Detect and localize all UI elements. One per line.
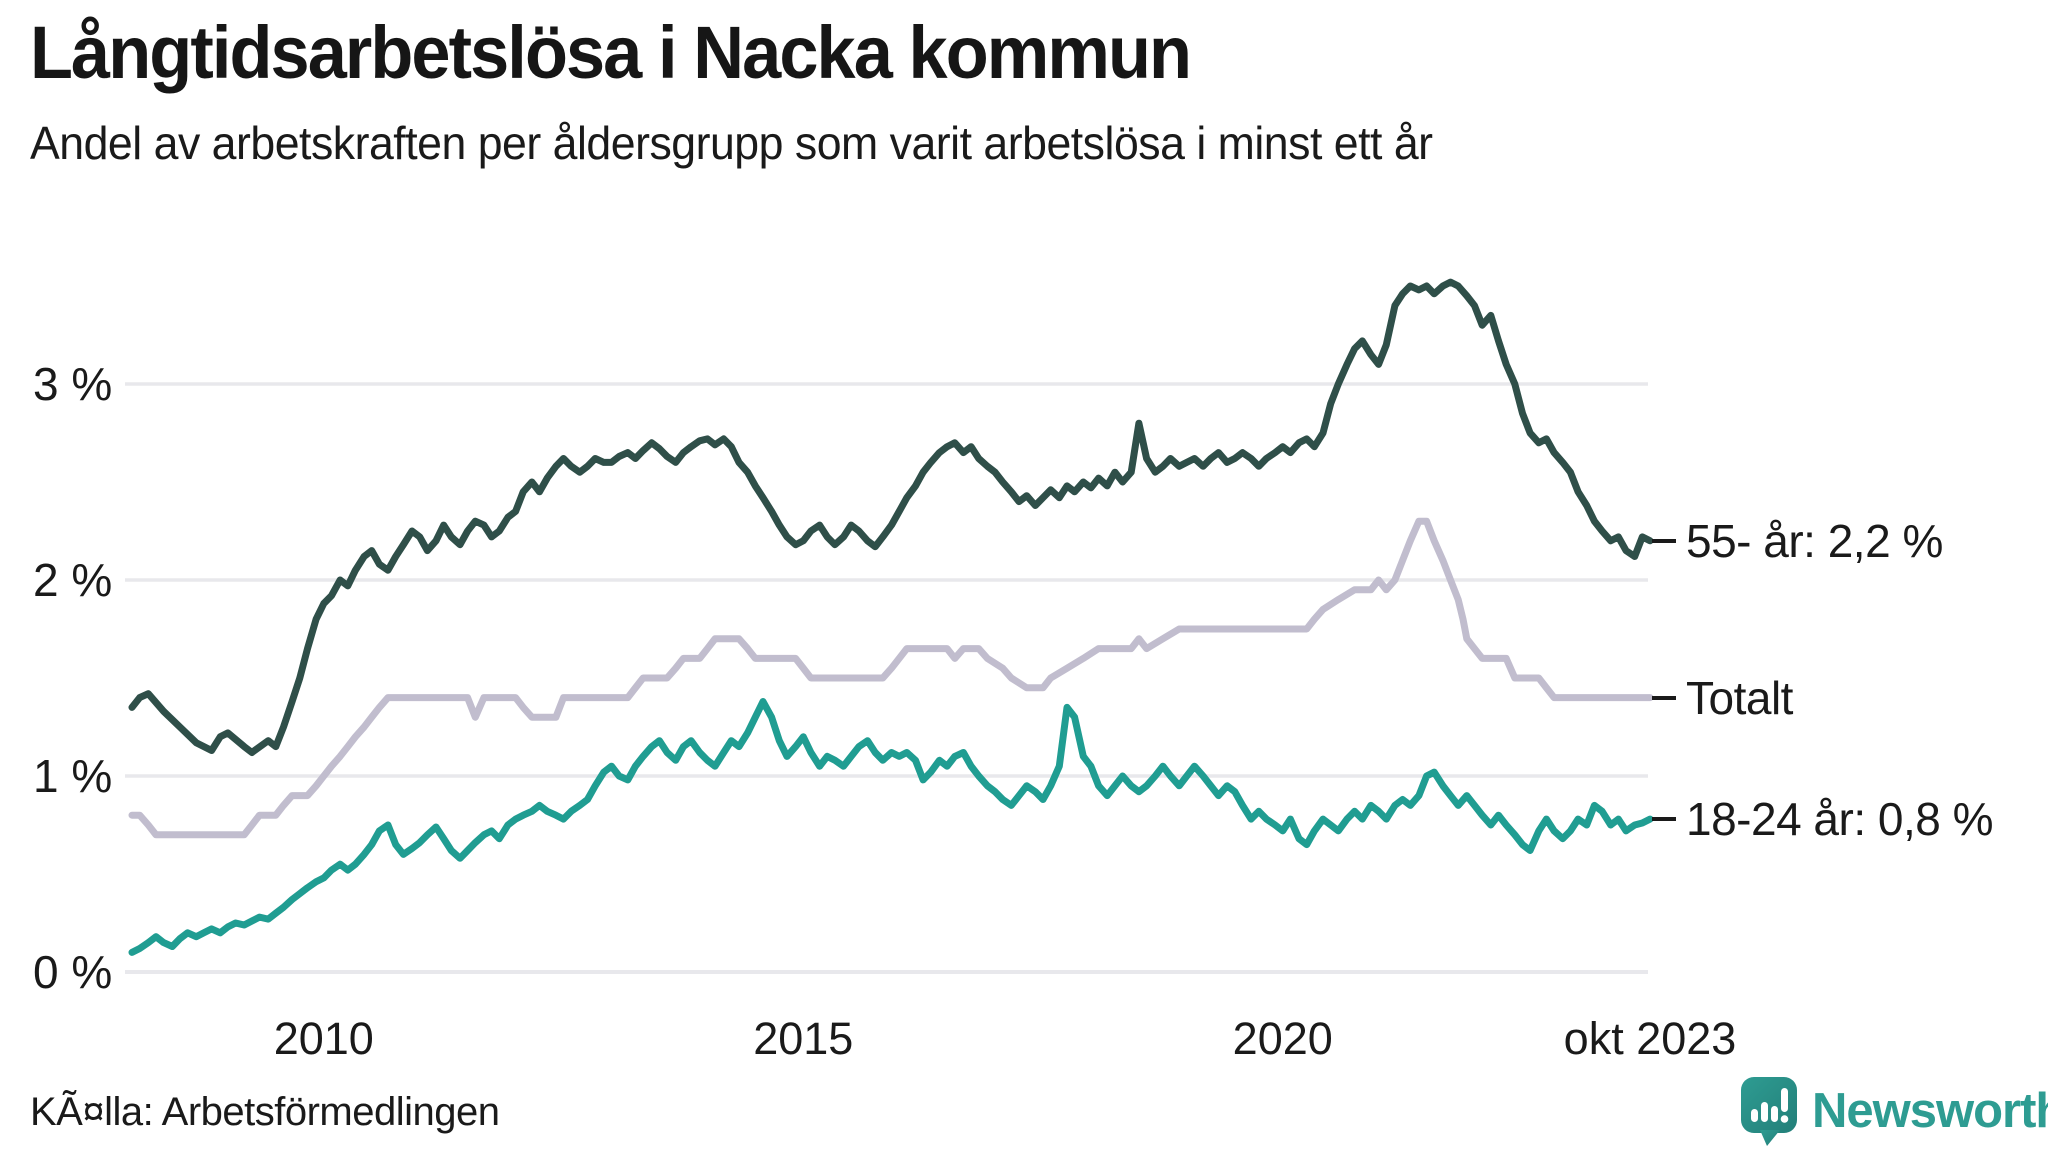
x-tick-label: okt 2023: [1563, 1013, 1737, 1064]
series-end-label-55-r: 55- år: 2,2 %: [1652, 514, 1943, 568]
label-tick: [1652, 817, 1676, 822]
newsworthy-branding: Newsworthy: [1740, 1076, 2048, 1146]
x-tick-label: 2010: [273, 1013, 374, 1064]
y-tick-label: 1 %: [33, 750, 113, 802]
y-tick-label: 0 %: [33, 946, 113, 998]
chart-speech-bubble-icon: [1740, 1076, 1798, 1146]
y-tick-label: 2 %: [33, 554, 113, 606]
series-end-label-text: Totalt: [1686, 671, 1793, 724]
page-title: Långtidsarbetslösa i Nacka kommun: [30, 11, 1192, 94]
series-end-label-totalt: Totalt: [1652, 671, 1793, 725]
x-tick-label: 2020: [1232, 1013, 1333, 1064]
label-tick: [1652, 695, 1676, 700]
series-end-label-18-24-r: 18-24 år: 0,8 %: [1652, 792, 1994, 846]
series-line-55-r: [128, 278, 1654, 756]
series-end-label-text: 55- år: 2,2 %: [1686, 514, 1943, 567]
series-end-label-text: 18-24 år: 0,8 %: [1686, 793, 1994, 846]
x-tick-label: 2015: [753, 1013, 854, 1064]
y-tick-label: 3 %: [33, 358, 113, 410]
label-tick: [1652, 538, 1676, 543]
series-line-18-24-r: [128, 698, 1654, 956]
source-note: KÃ¤lla: Arbetsförmedlingen: [30, 1090, 500, 1134]
series-line-totalt: [128, 517, 1654, 839]
brand-name: Newsworthy: [1812, 1084, 2048, 1138]
chart-subtitle: Andel av arbetskraften per åldersgrupp s…: [30, 117, 1433, 169]
